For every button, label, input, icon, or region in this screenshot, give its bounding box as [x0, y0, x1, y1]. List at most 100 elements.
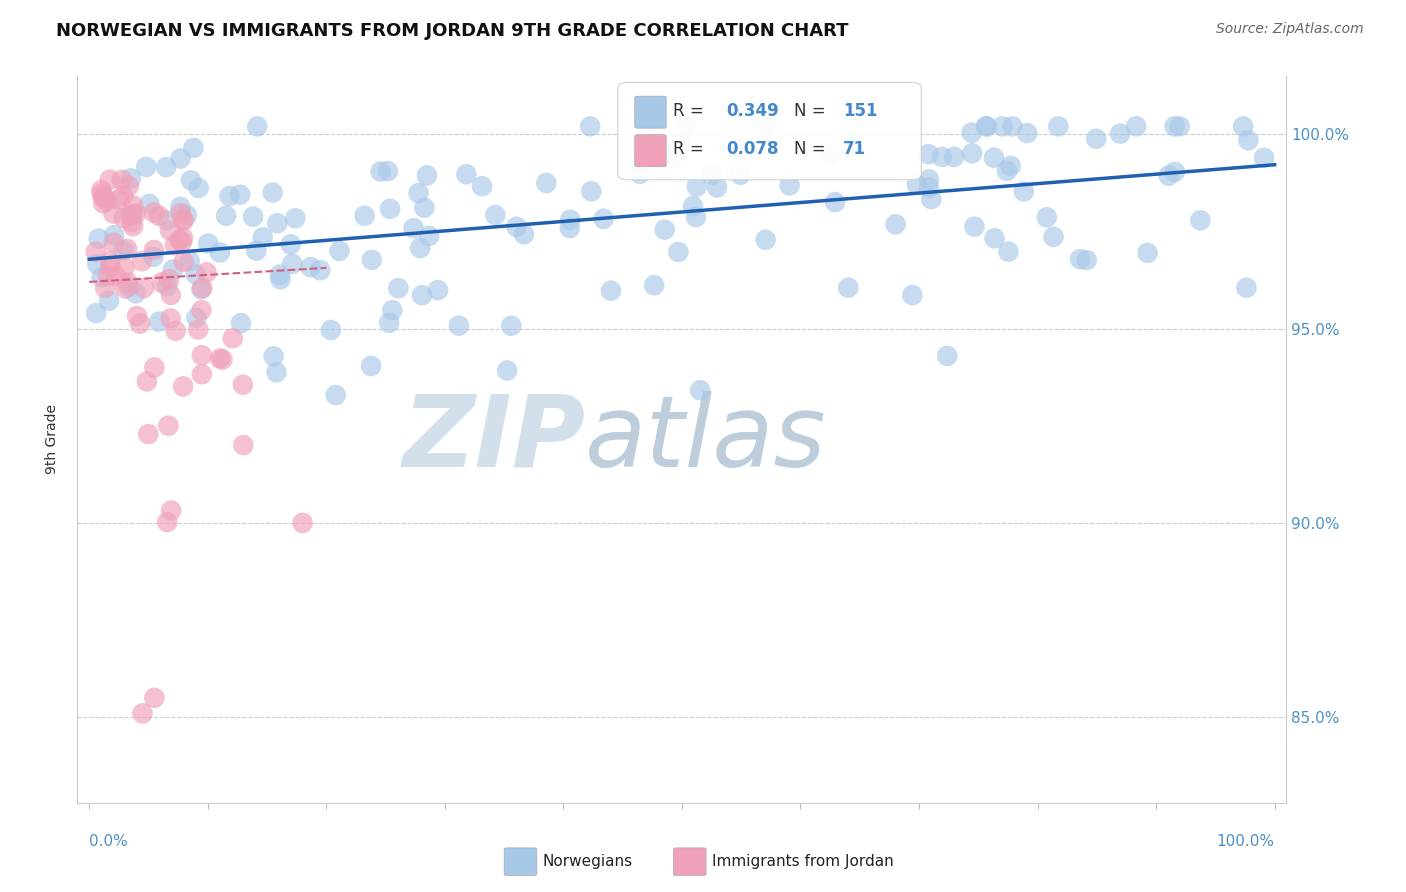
- Point: [505, 219, 527, 234]
- Point: [581, 184, 603, 198]
- Point: [309, 263, 332, 277]
- Point: [1047, 120, 1070, 134]
- Point: [90, 186, 112, 201]
- Point: [136, 427, 159, 442]
- Point: [115, 242, 138, 256]
- Point: [1163, 120, 1185, 134]
- Point: [142, 243, 165, 257]
- Text: atlas: atlas: [585, 391, 827, 488]
- Point: [187, 322, 209, 336]
- Point: [976, 120, 998, 134]
- Text: N =: N =: [794, 102, 831, 120]
- Point: [121, 207, 143, 221]
- Point: [325, 388, 347, 402]
- Text: ZIP: ZIP: [402, 391, 585, 488]
- Text: Norwegians: Norwegians: [543, 855, 633, 869]
- Point: [148, 209, 170, 223]
- Point: [818, 147, 841, 161]
- Point: [156, 515, 179, 529]
- Point: [484, 208, 506, 222]
- Point: [668, 244, 690, 259]
- Point: [936, 349, 959, 363]
- FancyBboxPatch shape: [634, 96, 666, 128]
- Point: [218, 189, 240, 203]
- Point: [730, 168, 752, 182]
- Point: [269, 268, 291, 282]
- Point: [1076, 253, 1098, 268]
- Point: [229, 316, 252, 330]
- Point: [284, 211, 307, 226]
- Point: [191, 281, 214, 295]
- Point: [98, 172, 121, 186]
- Point: [513, 227, 536, 242]
- Point: [159, 311, 181, 326]
- Point: [1232, 120, 1254, 134]
- Point: [157, 418, 180, 433]
- Point: [1189, 213, 1212, 227]
- Point: [418, 229, 440, 244]
- Point: [222, 331, 245, 345]
- Text: 0.078: 0.078: [727, 140, 779, 158]
- Point: [960, 126, 983, 140]
- Point: [183, 141, 205, 155]
- Point: [135, 160, 157, 174]
- Point: [1157, 169, 1180, 183]
- Point: [1236, 281, 1258, 295]
- Point: [173, 255, 195, 269]
- Point: [920, 192, 942, 206]
- Point: [84, 306, 107, 320]
- Point: [112, 244, 135, 258]
- Point: [94, 281, 117, 295]
- Point: [1253, 151, 1275, 165]
- Point: [114, 282, 136, 296]
- Point: [90, 270, 112, 285]
- Point: [191, 348, 214, 362]
- Point: [689, 383, 711, 397]
- Point: [675, 120, 697, 134]
- Point: [172, 212, 194, 227]
- Point: [682, 199, 704, 213]
- Point: [291, 516, 314, 530]
- Point: [179, 254, 201, 268]
- Point: [135, 375, 157, 389]
- Point: [447, 318, 470, 333]
- Point: [1017, 126, 1039, 140]
- Text: Immigrants from Jordan: Immigrants from Jordan: [713, 855, 894, 869]
- Point: [242, 210, 264, 224]
- Point: [995, 164, 1018, 178]
- Point: [377, 164, 399, 178]
- Point: [169, 206, 191, 220]
- Point: [157, 272, 180, 286]
- Point: [114, 260, 136, 275]
- Text: R =: R =: [673, 102, 710, 120]
- Point: [408, 186, 430, 200]
- Point: [211, 352, 233, 367]
- Point: [118, 178, 141, 193]
- Point: [983, 231, 1005, 245]
- Point: [98, 293, 121, 308]
- Point: [654, 222, 676, 236]
- Point: [270, 272, 292, 286]
- Point: [156, 279, 179, 293]
- Point: [960, 146, 983, 161]
- Point: [685, 210, 707, 224]
- Point: [143, 690, 166, 705]
- Point: [1069, 252, 1091, 267]
- Point: [931, 150, 953, 164]
- Point: [884, 217, 907, 231]
- Point: [172, 231, 194, 245]
- Point: [111, 173, 134, 187]
- Point: [643, 278, 665, 293]
- Point: [96, 194, 118, 208]
- Point: [118, 280, 141, 294]
- Point: [107, 193, 129, 207]
- Point: [112, 211, 135, 226]
- Point: [409, 241, 432, 255]
- Point: [156, 213, 179, 227]
- Point: [117, 276, 139, 290]
- Point: [905, 178, 928, 192]
- Point: [328, 244, 350, 258]
- Point: [112, 188, 135, 202]
- Point: [1168, 120, 1191, 134]
- Point: [142, 205, 165, 219]
